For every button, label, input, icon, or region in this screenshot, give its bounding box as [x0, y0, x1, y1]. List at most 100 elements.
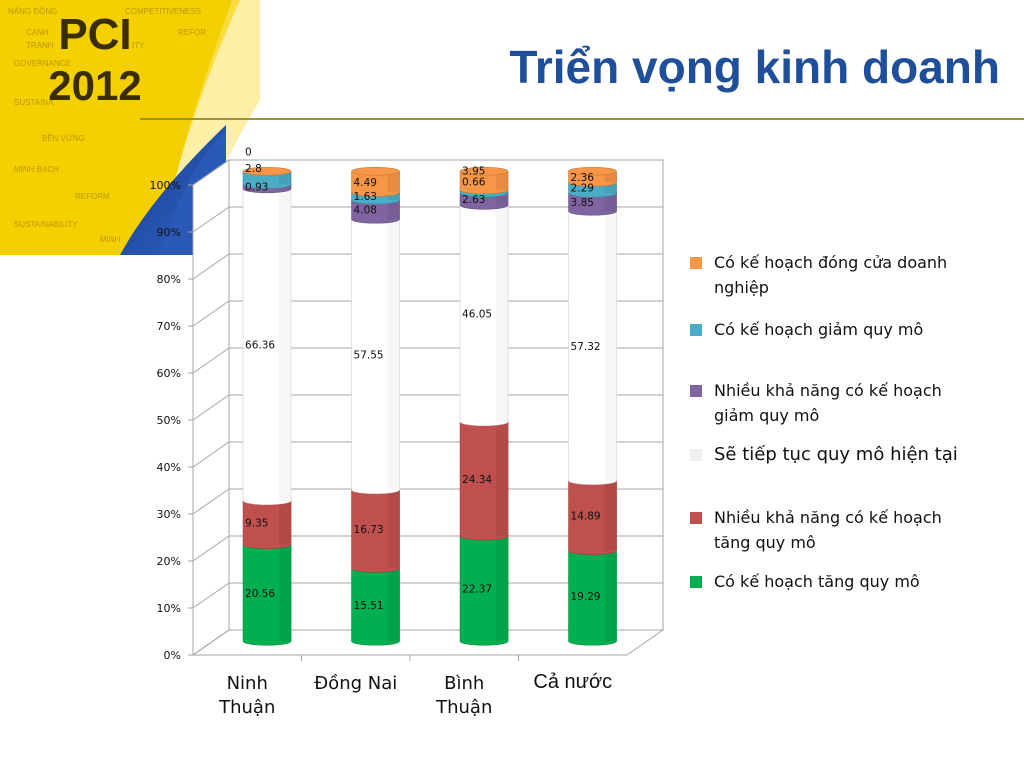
bar-segment — [242, 544, 292, 646]
bar-segment-shade — [279, 188, 292, 501]
data-label: 14.89 — [571, 511, 601, 523]
bar-segment — [459, 204, 509, 426]
legend-swatch — [690, 449, 702, 461]
bar-segment — [459, 535, 509, 646]
bar-segment — [568, 192, 617, 216]
gridline — [192, 394, 663, 421]
data-label: 4.08 — [354, 205, 377, 217]
bar-top-cap — [242, 166, 292, 176]
y-tick-label: 30% — [157, 508, 181, 521]
data-label: 0.93 — [245, 182, 268, 194]
legend-swatch — [690, 512, 702, 524]
data-label: 2.63 — [462, 194, 485, 206]
y-tick-label: 70% — [157, 320, 181, 333]
gridline — [192, 582, 663, 609]
bar-segment-shade — [279, 500, 292, 545]
data-label: 66.36 — [245, 340, 275, 352]
bar-segment-shade — [496, 171, 509, 190]
watermark-word: ITY — [132, 41, 145, 50]
title-divider — [140, 118, 1024, 120]
data-label: 20.56 — [245, 588, 275, 600]
y-tick-label: 40% — [157, 461, 181, 474]
data-label: 22.37 — [462, 584, 492, 596]
watermark-word: BỀN VỮNG — [42, 133, 85, 143]
data-label: 0 — [245, 146, 252, 158]
data-label: 4.49 — [354, 177, 377, 189]
bar-segment — [459, 421, 509, 541]
watermark-word: REFORM — [75, 192, 110, 201]
gridline — [192, 488, 663, 515]
bar-segment — [351, 199, 400, 224]
data-label: 1.63 — [354, 191, 377, 203]
pci-year-text: 2012 — [48, 62, 142, 109]
bar-segment-shade — [387, 171, 400, 193]
data-label: 2.36 — [571, 172, 595, 184]
gridline — [192, 253, 663, 280]
legend-swatch — [690, 324, 702, 336]
slide-title: Triển vọng kinh doanh — [509, 41, 1000, 93]
data-label: 15.51 — [354, 600, 384, 612]
bar-segment — [351, 489, 400, 573]
bar-segment — [351, 218, 400, 495]
legend-label: Có kế hoạch đóng cửa doanh nghiệp — [714, 253, 948, 297]
data-label: 19.29 — [571, 591, 601, 603]
gridline — [192, 206, 663, 233]
bar-segment-shade — [279, 544, 292, 642]
legend-label: Sẽ tiếp tục quy mô hiện tại — [714, 444, 958, 465]
bar-segment-shade — [496, 205, 509, 422]
y-tick-label: 20% — [157, 555, 181, 568]
data-label: 3.95 — [462, 166, 485, 178]
x-axis-category-label: Bình Thuận — [436, 673, 493, 718]
bar-segment — [459, 170, 509, 195]
bar-segment-shade — [604, 182, 617, 194]
bar-segment-shade — [604, 550, 617, 642]
data-label: 24.34 — [462, 474, 492, 486]
bar-segment — [568, 550, 617, 646]
pci-logo-text: PCI — [58, 10, 132, 59]
bar-segment-shade — [604, 171, 617, 183]
data-label: 3.85 — [571, 197, 594, 209]
watermark-word: COMPETITIVENESS — [125, 7, 201, 16]
y-tick-label: 0% — [164, 649, 181, 662]
legend-label: Có kế hoạch giảm quy mô — [714, 320, 924, 339]
watermark-word: TRANH — [26, 41, 54, 50]
data-label: 46.05 — [462, 308, 492, 320]
data-label: 16.73 — [354, 524, 384, 536]
bar-segment-shade — [496, 421, 509, 537]
bar-segment-shade — [604, 480, 617, 551]
bar-segment — [351, 568, 400, 646]
bar-segment — [459, 192, 509, 210]
bar-segment-shade — [604, 193, 617, 212]
bar-segment-shade — [387, 200, 400, 220]
bar-segment-shade — [604, 211, 617, 481]
gridline — [192, 441, 663, 468]
legend-label: Nhiều khả năng có kế hoạch tăng quy mô — [714, 508, 942, 552]
bar-segment-shade — [387, 219, 400, 490]
y-tick-label: 10% — [157, 602, 181, 615]
bar-segment-shade — [496, 536, 509, 642]
gridline — [192, 159, 663, 186]
watermark-word: MINH BẠCH — [14, 165, 59, 174]
watermark-word: NĂNG ĐỘNG — [8, 7, 57, 16]
gridline — [192, 629, 663, 656]
bar-segment — [351, 170, 400, 197]
legend-label: Có kế hoạch tăng quy mô — [714, 572, 920, 591]
y-tick-label: 50% — [157, 414, 181, 427]
legend-swatch — [690, 257, 702, 269]
bar-segment-shade — [387, 489, 400, 569]
bar-segment — [242, 500, 292, 549]
y-tick-label: 80% — [157, 273, 181, 286]
data-label: 57.32 — [571, 341, 601, 353]
data-label: 57.55 — [354, 349, 384, 361]
x-axis-category-label: Đồng Nai — [314, 673, 398, 694]
legend-label: Nhiều khả năng có kế hoạch giảm quy mô — [714, 381, 942, 425]
x-axis-category-label: Cả nước — [533, 671, 613, 693]
x-axis-category-label: Ninh Thuận — [219, 673, 276, 718]
y-tick-label: 90% — [157, 226, 181, 239]
bar-segment — [242, 188, 292, 505]
bar-segment-shade — [387, 192, 400, 201]
bar-segment-shade — [387, 568, 400, 642]
watermark-word: SUSTAINABILITY — [14, 220, 79, 229]
data-label: 2.8 — [245, 163, 262, 175]
